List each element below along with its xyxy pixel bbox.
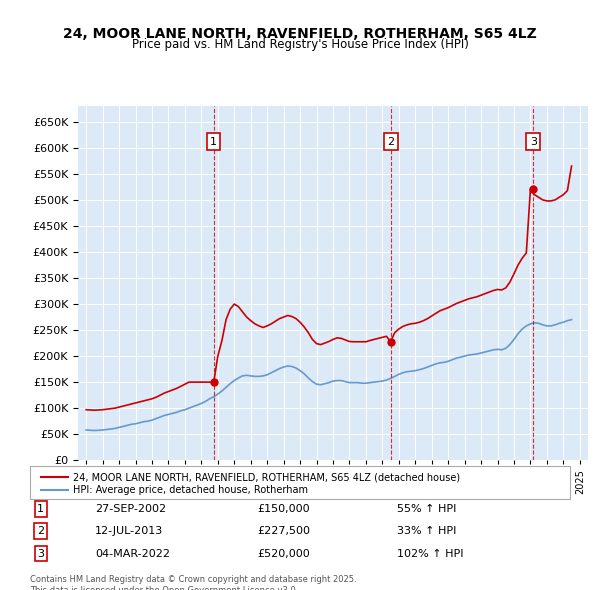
- FancyBboxPatch shape: [30, 466, 570, 499]
- Text: 2: 2: [388, 137, 395, 146]
- Text: 55% ↑ HPI: 55% ↑ HPI: [397, 504, 457, 514]
- Text: £150,000: £150,000: [257, 504, 310, 514]
- Text: 1: 1: [37, 504, 44, 514]
- Text: 2: 2: [37, 526, 44, 536]
- Text: £520,000: £520,000: [257, 549, 310, 559]
- Text: 12-JUL-2013: 12-JUL-2013: [95, 526, 163, 536]
- Text: Contains HM Land Registry data © Crown copyright and database right 2025.
This d: Contains HM Land Registry data © Crown c…: [30, 575, 356, 590]
- Text: HPI: Average price, detached house, Rotherham: HPI: Average price, detached house, Roth…: [73, 486, 308, 496]
- Text: 1: 1: [210, 137, 217, 146]
- Text: 3: 3: [37, 549, 44, 559]
- Text: 04-MAR-2022: 04-MAR-2022: [95, 549, 170, 559]
- Text: 24, MOOR LANE NORTH, RAVENFIELD, ROTHERHAM, S65 4LZ: 24, MOOR LANE NORTH, RAVENFIELD, ROTHERH…: [63, 27, 537, 41]
- Text: 33% ↑ HPI: 33% ↑ HPI: [397, 526, 457, 536]
- Text: £227,500: £227,500: [257, 526, 310, 536]
- Text: 27-SEP-2002: 27-SEP-2002: [95, 504, 166, 514]
- Text: 24, MOOR LANE NORTH, RAVENFIELD, ROTHERHAM, S65 4LZ (detached house): 24, MOOR LANE NORTH, RAVENFIELD, ROTHERH…: [73, 473, 460, 483]
- Text: 3: 3: [530, 137, 537, 146]
- Text: Price paid vs. HM Land Registry's House Price Index (HPI): Price paid vs. HM Land Registry's House …: [131, 38, 469, 51]
- Text: 102% ↑ HPI: 102% ↑ HPI: [397, 549, 464, 559]
